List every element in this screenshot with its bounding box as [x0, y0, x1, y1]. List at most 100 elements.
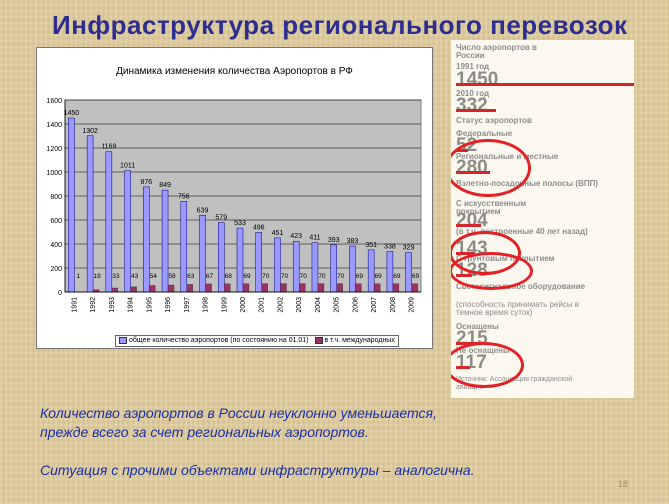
data-label-total: 1302 — [82, 128, 98, 135]
bar-total — [236, 227, 244, 293]
bar-total — [405, 252, 412, 293]
data-label-total: 1169 — [101, 144, 116, 151]
airports-count-label: Число аэропортов в России — [456, 43, 537, 60]
bar-total — [180, 201, 188, 293]
year-2010-label: 2010 год — [456, 89, 490, 98]
x-tick-label: 1998 — [203, 297, 210, 313]
data-label-international: 63 — [187, 273, 195, 280]
legend-label-intl: в т.ч. международных — [324, 337, 395, 344]
bar-international — [392, 283, 400, 293]
data-label-total: 351 — [365, 242, 377, 249]
bar-international — [111, 287, 119, 293]
x-tick-label: 2005 — [334, 297, 341, 313]
data-label-international: 69 — [375, 273, 383, 280]
chart-panel: Динамика изменения количества Аэропортов… — [36, 47, 433, 349]
bar-international — [205, 283, 212, 293]
bar-total — [124, 170, 131, 293]
bar-total — [143, 186, 150, 293]
federal-label: Федеральные — [456, 129, 513, 138]
data-label-international: 54 — [150, 273, 158, 280]
bar-total — [161, 189, 169, 293]
data-label-total: 338 — [384, 243, 396, 250]
data-label-international: 69 — [412, 273, 420, 280]
caption-line-2: прежде всего за счет региональных аэропо… — [40, 424, 369, 440]
x-tick-label: 1993 — [109, 297, 116, 313]
y-tick-label: 400 — [50, 242, 62, 249]
caption-line-3: Ситуация с прочими объектами инфраструкт… — [40, 462, 475, 478]
x-tick-label: 2007 — [371, 297, 378, 313]
bar-international — [280, 283, 287, 293]
bar-international — [242, 283, 250, 293]
data-label-total: 1450 — [64, 110, 80, 117]
bar-international — [186, 284, 193, 293]
caption-line-1: Количество аэропортов в России неуклонно… — [40, 405, 437, 421]
x-tick-label: 2006 — [352, 297, 359, 313]
data-label-total: 639 — [197, 207, 209, 214]
x-tick-label: 1999 — [221, 297, 228, 313]
x-tick-label: 2003 — [296, 297, 303, 313]
x-tick-label: 1996 — [165, 297, 172, 313]
x-tick-label: 2008 — [390, 297, 397, 313]
bar-international — [224, 283, 231, 293]
highlight-circle-ground — [451, 252, 533, 290]
artificial-underline — [456, 224, 481, 227]
bar-international — [149, 285, 156, 293]
bar-total — [349, 245, 356, 293]
slide-title: Инфраструктура регионального перевозок — [52, 10, 628, 40]
bar-total — [199, 215, 206, 293]
bar-international — [167, 284, 175, 293]
data-label-international: 58 — [168, 273, 176, 280]
data-label-international: 67 — [206, 273, 214, 280]
data-label-international: 1 — [77, 273, 81, 280]
bar-total — [68, 117, 75, 293]
highlight-circle-not-equipped — [451, 342, 524, 388]
x-tick-label: 2002 — [277, 297, 284, 313]
year-1991-underline — [456, 83, 634, 86]
data-label-international: 33 — [112, 273, 120, 280]
page-number: 18 — [618, 479, 629, 489]
bar-total — [274, 237, 281, 293]
legend-label-total: общее количество аэропортов (по состояни… — [129, 337, 309, 344]
x-tick-label: 1994 — [128, 297, 135, 313]
year-1991-label: 1991 год — [456, 62, 490, 71]
data-label-international: 69 — [356, 273, 364, 280]
x-tick-label: 2004 — [315, 297, 322, 313]
data-label-international: 19 — [93, 273, 101, 280]
legend-swatch-total — [119, 336, 127, 344]
y-tick-label: 1600 — [46, 98, 62, 105]
y-tick-label: 800 — [50, 194, 62, 201]
data-label-total: 411 — [309, 235, 320, 242]
data-label-international: 43 — [131, 273, 139, 280]
highlight-circle-regional — [451, 139, 531, 197]
bar-total — [218, 222, 225, 293]
x-tick-label: 2001 — [259, 297, 266, 313]
data-label-international: 68 — [225, 273, 233, 280]
y-tick-label: 1400 — [46, 122, 62, 129]
x-tick-label: 1991 — [71, 297, 78, 313]
data-label-total: 1011 — [120, 163, 135, 170]
data-label-international: 69 — [243, 273, 251, 280]
bar-international — [261, 283, 268, 293]
data-label-international: 70 — [300, 273, 308, 280]
x-tick-label: 2009 — [409, 297, 416, 313]
data-label-international: 70 — [337, 273, 345, 280]
data-label-total: 876 — [140, 179, 152, 186]
bar-international — [317, 283, 325, 293]
year-2010-underline — [456, 109, 496, 112]
bar-total — [86, 135, 94, 293]
data-label-international: 70 — [262, 273, 270, 280]
bar-total — [311, 242, 319, 293]
bar-total — [255, 232, 262, 293]
legend-swatch-intl — [314, 336, 323, 344]
lighting-desc: (способность принимать рейсы в темное вр… — [456, 300, 580, 317]
bar-total — [105, 151, 113, 293]
bar-international — [130, 286, 137, 293]
equipped-label: Оснащены — [456, 322, 499, 331]
x-tick-label: 2000 — [240, 297, 247, 313]
data-label-total: 423 — [290, 233, 302, 240]
x-tick-label: 1995 — [146, 297, 153, 313]
data-label-international: 70 — [281, 273, 289, 280]
chart-legend: общее количество аэропортов (по состояни… — [115, 335, 399, 347]
status-label: Статус аэропортов — [456, 116, 532, 125]
bar-total — [292, 240, 300, 293]
